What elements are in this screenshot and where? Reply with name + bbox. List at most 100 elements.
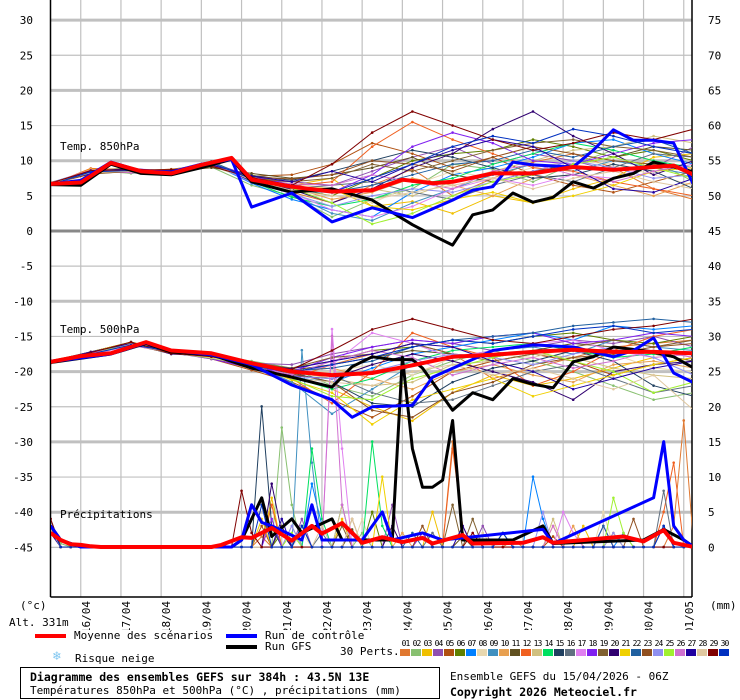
pert-10-t500-line-point — [411, 387, 414, 391]
pert-30-precip-line-point — [340, 545, 344, 549]
pert-11-t500-line-point — [693, 360, 696, 363]
pert-26-precip-line-point — [330, 334, 334, 338]
pert-24-precip-line-point — [541, 510, 545, 514]
pert-21-t500-line-point — [491, 377, 495, 380]
pert-23-t500-line-point — [370, 408, 374, 412]
pert-18-precip-line-point — [270, 517, 274, 521]
pert-19-t850-line-point — [411, 169, 414, 173]
altitude-label: Alt. 331m — [9, 616, 69, 629]
pert-30-precip-line-point — [642, 545, 645, 549]
pert-10-precip-line-point — [571, 524, 575, 528]
panel-label-precip: Précipitations — [60, 508, 153, 521]
pert-05-precip-line-point — [551, 535, 555, 538]
pert-14-t850-line-point — [491, 162, 495, 166]
pert-22-t850-line-point — [571, 155, 575, 159]
pert-11-precip-line-point — [693, 546, 696, 549]
pert-29-precip-line-point — [501, 545, 505, 549]
pert-27-t850-line-point — [370, 180, 374, 184]
pert-25-precip-line-point — [693, 546, 696, 549]
pert-29-precip-line-point — [260, 545, 263, 549]
pert-30-precip-line-point — [380, 545, 384, 549]
pert-legend-number: 18 — [588, 639, 598, 648]
pert-25-t500-line-point — [330, 394, 334, 398]
pert-21-t850-line-point — [491, 191, 495, 194]
pert-26-t850-line-point — [652, 169, 655, 173]
pert-05-t850-line-point — [290, 173, 294, 177]
pert-30-precip-line-point — [330, 545, 334, 549]
left-tick-label: 15 — [20, 120, 33, 133]
pert-24-precip-line-point — [290, 524, 294, 528]
pert-22-t500-line-point — [531, 331, 535, 335]
pert-14-t850-line-point — [290, 195, 294, 199]
pert-23-t850-line-point — [612, 159, 615, 162]
pert-12-t850-line-point — [451, 138, 454, 141]
pert-16-t500-line-point — [370, 391, 374, 394]
pert-14-t500-line-point — [330, 387, 334, 391]
pert-23-t500-line-point — [451, 391, 454, 394]
pert-legend-swatch — [466, 649, 476, 656]
pert-22-t500-line-point — [612, 321, 615, 324]
pert-27-t500-line-point — [491, 359, 495, 363]
series-layer — [51, 110, 696, 549]
x-tick-label: 20/04 — [241, 601, 254, 630]
pert-21-t850-line-point — [693, 166, 696, 169]
pert-27-t850-line-point — [290, 180, 294, 184]
pert-29-t850-line-point — [451, 124, 454, 127]
pert-26-precip-line-point — [340, 503, 344, 507]
pert-21-t500-line-point — [693, 356, 696, 359]
pert-06-t500-line-point — [652, 342, 655, 345]
legend-snow-label: Risque neige — [75, 652, 155, 665]
pert-26-precip-line-point — [693, 546, 696, 549]
pert-legend-number: 09 — [489, 639, 499, 648]
pert-21-t500-line-point — [330, 391, 334, 394]
pert-20-t500-line-point — [693, 360, 696, 363]
pert-03-t500-line-point — [411, 419, 414, 423]
pert-23-t850-line-point — [330, 173, 334, 177]
pert-06-t850-line-point — [693, 159, 696, 162]
pert-29-t850-line-point — [571, 141, 575, 145]
pert-08-precip-line-point — [602, 510, 605, 514]
pert-23-t500-line-point — [571, 356, 575, 359]
pert-21-t850-line-point — [411, 208, 414, 212]
mean-precip-line — [51, 521, 692, 549]
left-tick-label: 20 — [20, 84, 33, 97]
pert-09-precip-line-point — [300, 348, 304, 352]
pert-19-t850-line-point — [370, 162, 374, 166]
pert-16-precip-line-point — [693, 546, 696, 549]
chart-subtitle: Températures 850hPa et 500hPa (°C) , pré… — [30, 684, 401, 697]
pert-30-precip-line-point — [693, 546, 696, 549]
pert-20-t500-line-point — [370, 363, 374, 366]
x-tick-label: 24/04 — [401, 601, 414, 630]
pert-26-t850-line-point — [451, 187, 454, 191]
pert-30-t500-line-point — [612, 324, 615, 328]
pert-13-precip-line-point — [693, 546, 696, 549]
pert-legend-number: 22 — [632, 639, 642, 648]
pert-23-t850-line-point — [451, 169, 454, 173]
pert-30-precip-line-point — [652, 545, 655, 549]
pert-29-t500-line-point — [451, 328, 454, 331]
pert-21-t500-line-point — [612, 373, 615, 377]
pert-20-t500-line-point — [491, 370, 495, 373]
left-tick-label: -45 — [13, 541, 33, 554]
pert-legend-swatch — [532, 649, 542, 656]
pert-30-precip-line-point — [561, 545, 565, 549]
pert-30-t850-line-point — [652, 145, 655, 148]
pert-02-precip-line-point — [693, 546, 696, 549]
pert-04-t850-line-point — [693, 145, 696, 148]
pert-20-precip-line-point — [270, 482, 274, 486]
pert-11-t850-line-point — [250, 172, 253, 175]
pert-legend-number: 16 — [566, 639, 576, 648]
pert-24-t500-line-point — [571, 352, 575, 356]
pert-12-t500-line-point — [693, 328, 696, 331]
pert-30-t500-line-point — [411, 345, 414, 349]
pert-26-t500-line-point — [693, 356, 696, 359]
left-unit: (°c) — [20, 599, 47, 612]
left-tick-label: 0 — [26, 225, 33, 238]
pert-30-precip-line-point — [240, 545, 243, 549]
pert-07-t850-line-point — [693, 163, 696, 166]
pert-27-t500-line-point — [571, 387, 575, 391]
pert-03-precip-line-point — [693, 546, 696, 549]
pert-23-precip-line-point — [632, 517, 635, 521]
pert-19-t850-line-point — [693, 156, 696, 159]
pert-21-t850-line-point — [612, 184, 615, 187]
